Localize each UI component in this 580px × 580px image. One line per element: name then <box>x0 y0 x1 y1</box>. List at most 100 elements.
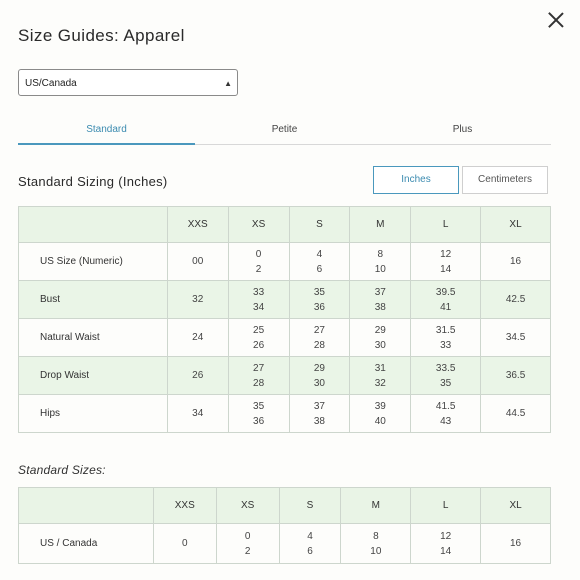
column-header: XL <box>480 487 551 524</box>
column-header: S <box>278 487 342 524</box>
table-row: US Size (Numeric) 00 0 2 4 6 8 10 12 14 16 <box>18 242 551 281</box>
cell-value: 29 <box>313 362 325 374</box>
cell-value: 2 <box>244 545 251 557</box>
table-cell: 12 14 <box>410 523 482 564</box>
cell-value: 36 <box>313 301 325 313</box>
cell-value: 39.5 <box>435 286 456 298</box>
table-header-row: XXS XS S M L XL <box>18 206 551 243</box>
cell-value: 12 <box>440 248 452 260</box>
cell-value: 14 <box>440 263 452 275</box>
column-header: L <box>410 206 482 243</box>
cell-value: 32 <box>374 377 386 389</box>
row-label: Hips <box>18 394 168 433</box>
column-header: L <box>410 487 482 524</box>
table-cell: 34.5 <box>480 318 551 357</box>
cell-value: 41 <box>440 301 452 313</box>
close-icon[interactable] <box>544 8 568 32</box>
cell-value: 16 <box>509 538 522 549</box>
cell-value: 16 <box>509 256 522 267</box>
cell-value: 39 <box>374 400 386 412</box>
table-cell: 35 36 <box>288 280 351 319</box>
cell-value: 35 <box>440 377 452 389</box>
cell-value: 8 <box>377 248 384 260</box>
tab-plus[interactable]: Plus <box>452 124 473 135</box>
table-cell: 31.5 33 <box>410 318 482 357</box>
table-cell: 42.5 <box>480 280 551 319</box>
cell-value: 35 <box>253 400 265 412</box>
header-blank-cell <box>18 487 154 524</box>
cell-value: 28 <box>253 377 265 389</box>
table-cell: 37 38 <box>288 394 351 433</box>
table-cell: 41.5 43 <box>410 394 482 433</box>
table-cell: 0 <box>152 523 217 564</box>
row-label: Bust <box>18 280 168 319</box>
tab-standard[interactable]: Standard <box>18 118 195 145</box>
table-row: Natural Waist 24 25 26 27 28 29 30 31.5 33 34.5 <box>18 318 551 357</box>
table-cell: 24 <box>166 318 229 357</box>
select-arrows-icon: ▲ <box>224 79 232 88</box>
column-header: XS <box>227 206 290 243</box>
cell-value: 31.5 <box>435 324 456 336</box>
cell-value: 26 <box>192 370 204 381</box>
standard-sizes-table: XXS XS S M L XL US / Canada 0 0 2 4 6 8 10 12 14 16 <box>18 487 551 564</box>
table-cell: 39.5 41 <box>410 280 482 319</box>
cell-value: 41.5 <box>435 400 456 412</box>
table-row: US / Canada 0 0 2 4 6 8 10 12 14 16 <box>18 523 551 564</box>
cell-value: 0 <box>181 538 188 549</box>
table-cell: 8 10 <box>340 523 412 564</box>
cell-value: 10 <box>374 263 386 275</box>
table-cell: 34 <box>166 394 229 433</box>
table-cell: 36.5 <box>480 356 551 395</box>
table-cell: 33 34 <box>227 280 290 319</box>
column-header: XXS <box>152 487 217 524</box>
cell-value: 27 <box>313 324 325 336</box>
cell-value: 38 <box>313 415 325 427</box>
table-cell: 16 <box>480 242 551 281</box>
table-cell: 12 14 <box>410 242 482 281</box>
cell-value: 14 <box>440 545 452 557</box>
cell-value: 24 <box>192 332 204 343</box>
table-row: Bust 32 33 34 35 36 37 38 39.5 41 42.5 <box>18 280 551 319</box>
table-cell: 29 30 <box>349 318 412 357</box>
size-tabs: Standard Petite Plus <box>18 118 551 145</box>
cell-value: 44.5 <box>505 408 526 419</box>
table-cell: 33.5 35 <box>410 356 482 395</box>
column-header: S <box>288 206 351 243</box>
cell-value: 28 <box>313 339 325 351</box>
centimeters-button[interactable]: Centimeters <box>462 166 548 194</box>
table-row: Drop Waist 26 27 28 29 30 31 32 33.5 35 36.5 <box>18 356 551 395</box>
cell-value: 36 <box>253 415 265 427</box>
table-row: Hips 34 35 36 37 38 39 40 41.5 43 44.5 <box>18 394 551 433</box>
cell-value: 2 <box>255 263 262 275</box>
column-header: XS <box>215 487 280 524</box>
row-label: Natural Waist <box>18 318 168 357</box>
column-header: M <box>349 206 412 243</box>
table-cell: 27 28 <box>288 318 351 357</box>
cell-value: 4 <box>307 530 313 542</box>
cell-value: 42.5 <box>505 294 526 305</box>
row-label: Drop Waist <box>18 356 168 395</box>
cell-value: 34 <box>253 301 265 313</box>
row-label: US Size (Numeric) <box>18 242 168 281</box>
cell-value: 40 <box>374 415 386 427</box>
header-blank-cell <box>18 206 168 243</box>
cell-value: 38 <box>374 301 386 313</box>
cell-value: 34 <box>192 408 204 419</box>
cell-value: 30 <box>374 339 386 351</box>
cell-value: 32 <box>192 294 204 305</box>
cell-value: 35 <box>313 286 325 298</box>
table-cell: 26 <box>166 356 229 395</box>
inches-button[interactable]: Inches <box>373 166 459 194</box>
standard-sizes-heading: Standard Sizes: <box>18 463 106 477</box>
table-cell: 44.5 <box>480 394 551 433</box>
tab-petite[interactable]: Petite <box>271 124 298 135</box>
table-cell: 25 26 <box>227 318 290 357</box>
modal-title: Size Guides: Apparel <box>18 26 185 45</box>
cell-value: 29 <box>374 324 386 336</box>
cell-value: 43 <box>440 415 452 427</box>
region-select[interactable]: US/Canada ▲ <box>18 69 238 96</box>
cell-value: 31 <box>374 362 386 374</box>
column-header: XXS <box>166 206 229 243</box>
column-header: M <box>340 487 412 524</box>
cell-value: 8 <box>373 530 379 542</box>
